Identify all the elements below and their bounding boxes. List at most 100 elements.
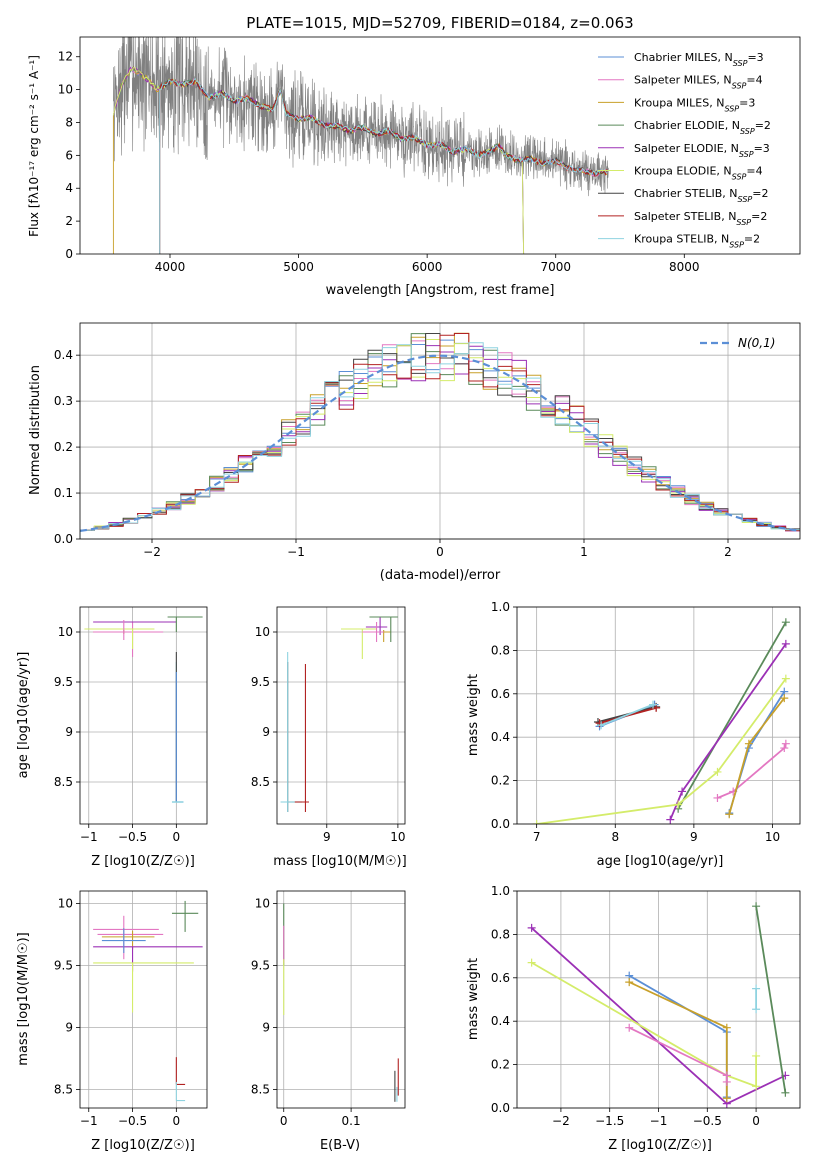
weight-z-marker — [752, 1005, 761, 1014]
weight-z-y-label: mass weight — [466, 958, 481, 1040]
age-mass-frame — [276, 606, 406, 825]
weight-age-marker — [713, 793, 722, 802]
legend-label-sub: SSP — [740, 127, 755, 136]
spectrum-y-tick-label: 12 — [58, 50, 73, 64]
spectrum-y-tick-label: 2 — [65, 214, 73, 228]
legend-label-tail: =4 — [746, 74, 762, 87]
spectrum-x-tick-label: 5000 — [283, 260, 314, 274]
spectrum-panel: 4000 5000 6000 7000 8000 0 2 4 6 8 10 12 Chabrier MI… — [58, 36, 801, 274]
legend-entry-label: N(0,1) — [738, 336, 775, 350]
mass-z-y-tick-label: 10 — [58, 896, 73, 910]
weight-age-marker — [780, 694, 789, 703]
weight-age-x-tick-label: 9 — [690, 830, 698, 844]
weight-z-x-tick-label: −1 — [650, 1114, 668, 1128]
legend-entry-label: Kroupa STELIB, NSSP=2 — [634, 233, 760, 250]
spectrum-y-tick-label: 8 — [65, 115, 73, 129]
weight-z-marker — [527, 958, 536, 967]
spectrum-y-label: Flux [fλ10⁻¹⁷ erg cm⁻² s⁻¹ A⁻¹] — [27, 55, 41, 237]
age-mass-plot-body — [280, 616, 398, 812]
spectrum-x-tick-label: 4000 — [155, 260, 186, 274]
mass-ebv-y-tick-label: 10 — [255, 896, 270, 910]
histogram-y-tick-label: 0.2 — [54, 440, 73, 454]
age-z-plot-body — [84, 616, 203, 803]
histogram-y-tick-label: 0.1 — [54, 486, 73, 500]
weight-z-marker — [625, 1023, 634, 1032]
mass-z-y-tick-label: 9 — [65, 1020, 73, 1034]
weight-age-marker — [713, 767, 722, 776]
weight-z-series-line — [628, 1026, 728, 1082]
legend-entry-label: Salpeter ELODIE, NSSP=3 — [634, 142, 770, 159]
weight-z-marker — [722, 1077, 731, 1086]
weight-age-marker — [532, 820, 541, 824]
histogram-x-tick-label: 1 — [580, 545, 588, 559]
weight-age-marker — [781, 618, 790, 627]
legend-label-tail: =2 — [751, 210, 767, 223]
histogram-x-tick-label: 0 — [436, 545, 444, 559]
spectrum-model-line — [159, 77, 608, 254]
mass-z-plot-body — [93, 900, 203, 1102]
histogram-y-label: Normed distribution — [28, 365, 43, 495]
weight-age-marker — [674, 800, 683, 809]
weight-age-series-line — [677, 621, 787, 810]
legend-label-sub: SSP — [738, 195, 753, 204]
age-z-y-tick-label: 9 — [65, 725, 73, 739]
mass-ebv-x-tick-label: 0.1 — [342, 1114, 361, 1128]
mass-vs-extinction-panel: 0 0.1 8.5 9 9.5 10 — [251, 890, 406, 1128]
weight-age-y-tick-label: 0.2 — [491, 774, 510, 788]
legend-label-main: Salpeter MILES, N — [634, 74, 732, 87]
age-z-y-tick-label: 9.5 — [54, 675, 73, 689]
normal-reference-curve — [80, 354, 800, 532]
mass-ebv-y-tick-label: 9.5 — [251, 958, 270, 972]
legend-label-sub: SSP — [736, 217, 751, 226]
weight-z-marker — [752, 1082, 761, 1091]
spectrum-x-tick-label: 7000 — [540, 260, 571, 274]
legend-entry-label: Kroupa ELODIE, NSSP=4 — [634, 165, 763, 182]
age-mass-x-label: mass [log10(M/M☉)] — [273, 854, 406, 869]
weight-age-series-line — [717, 743, 787, 799]
histogram-y-tick-label: 0.4 — [54, 348, 73, 362]
weight-z-y-tick-label: 0.4 — [491, 1014, 510, 1028]
legend-label-sub: SSP — [733, 59, 748, 68]
weight-age-marker — [781, 639, 790, 648]
weight-vs-metallicity-panel: −2 −1.5 −1 −0.5 0 0.0 0.2 0.4 0.6 0.8 1.0 — [491, 884, 801, 1128]
mass-z-frame — [79, 890, 208, 1109]
weight-age-marker — [781, 674, 790, 683]
weight-z-series-line — [628, 974, 728, 1098]
legend-label-main: Salpeter STELIB, N — [634, 210, 736, 223]
spectrum-y-tick-label: 0 — [65, 247, 73, 261]
legend-label-sub: SSP — [724, 104, 739, 113]
weight-age-plot-body — [532, 618, 790, 824]
mass-z-y-tick-label: 8.5 — [54, 1082, 73, 1096]
weight-z-marker — [722, 1023, 731, 1032]
weight-age-y-tick-label: 0.6 — [491, 687, 510, 701]
weight-age-marker — [744, 739, 753, 748]
legend-label-main: Kroupa ELODIE, N — [634, 165, 732, 178]
weight-z-marker — [752, 984, 761, 993]
legend-label-sub: SSP — [732, 81, 747, 90]
legend-entry-label: Kroupa MILES, NSSP=3 — [634, 96, 755, 113]
legend-label-main: Chabrier ELODIE, N — [634, 119, 740, 132]
mass-z-y-label: mass [log10(M/M☉)] — [16, 932, 31, 1065]
weight-z-series-line — [628, 981, 728, 1099]
weight-z-y-tick-label: 0.2 — [491, 1058, 510, 1072]
age-mass-y-tick-label: 9.5 — [251, 675, 270, 689]
legend-label-tail: =2 — [755, 119, 771, 132]
weight-z-x-tick-label: −1.5 — [595, 1114, 624, 1128]
age-mass-x-tick-label: 10 — [390, 830, 405, 844]
mass-z-x-tick-label: −1 — [80, 1114, 98, 1128]
weight-age-series-line — [600, 703, 654, 727]
figure-title: PLATE=1015, MJD=52709, FIBERID=0184, z=0… — [246, 14, 633, 32]
age-z-x-tick-label: −0.5 — [118, 830, 147, 844]
age-mass-y-tick-label: 9 — [262, 725, 270, 739]
legend-entry-label: Chabrier MILES, NSSP=3 — [634, 51, 764, 68]
weight-z-marker — [722, 1094, 731, 1103]
mass-ebv-y-tick-label: 8.5 — [251, 1082, 270, 1096]
weight-z-x-tick-label: −0.5 — [693, 1114, 722, 1128]
weight-z-marker — [752, 902, 761, 911]
weight-z-y-tick-label: 0.0 — [491, 1101, 510, 1115]
legend-label-tail: =4 — [746, 165, 762, 178]
mass-z-x-label: Z [log10(Z/Z☉)] — [91, 1138, 195, 1153]
weight-z-x-tick-label: −2 — [552, 1114, 570, 1128]
legend-label-tail: =2 — [744, 233, 760, 246]
weight-z-marker — [752, 1051, 761, 1060]
